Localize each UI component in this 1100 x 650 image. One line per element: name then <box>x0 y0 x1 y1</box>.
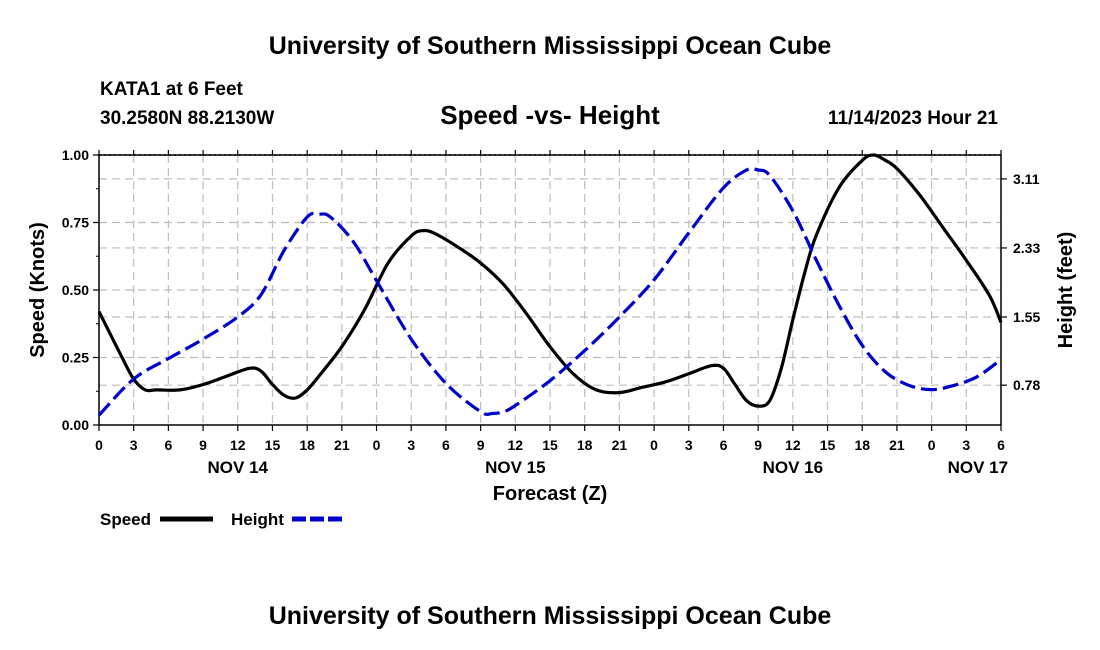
series-line-speed <box>97 153 1003 408</box>
x-tick-label: 9 <box>477 437 485 453</box>
x-tick-label: 6 <box>720 437 728 453</box>
x-tick-label: 12 <box>508 437 524 453</box>
y2-tick-label: 0.78 <box>1013 377 1040 393</box>
series-line-height <box>97 166 1002 417</box>
x-tick-label: 18 <box>299 437 315 453</box>
grid <box>99 155 1001 425</box>
legend-label-height: Height <box>231 510 284 529</box>
x-tick-label: 15 <box>265 437 281 453</box>
y-tick-label: 0.00 <box>62 417 89 433</box>
y2-tick-label: 2.33 <box>1013 240 1040 256</box>
legend-label-speed: Speed <box>100 510 151 529</box>
x-tick-label: 3 <box>407 437 415 453</box>
x-tick-label: 0 <box>373 437 381 453</box>
x-tick-label: 21 <box>889 437 905 453</box>
x-tick-label: 21 <box>334 437 350 453</box>
x-tick-label: 6 <box>442 437 450 453</box>
coordinates-label: 30.2580N 88.2130W <box>100 108 274 129</box>
y-tick-label: 0.75 <box>62 215 89 231</box>
x-tick-label: 9 <box>199 437 207 453</box>
x-day-label: NOV 16 <box>763 458 823 477</box>
x-tick-label: 12 <box>230 437 246 453</box>
x-tick-label: 3 <box>962 437 970 453</box>
x-tick-label: 15 <box>820 437 836 453</box>
legend: Speed Height <box>100 510 342 529</box>
x-axis-label: Forecast (Z) <box>493 483 607 505</box>
x-tick-label: 0 <box>650 437 658 453</box>
x-tick-label: 9 <box>754 437 762 453</box>
y-tick-label: 0.25 <box>62 350 89 366</box>
x-tick-label: 21 <box>612 437 628 453</box>
x-tick-label: 18 <box>854 437 870 453</box>
series-lines <box>97 153 1003 417</box>
x-tick-label: 15 <box>542 437 558 453</box>
x-tick-label: 3 <box>685 437 693 453</box>
x-tick-label: 6 <box>164 437 172 453</box>
x-tick-label: 12 <box>785 437 801 453</box>
chart-title: Speed -vs- Height <box>440 100 660 130</box>
datetime-label: 11/14/2023 Hour 21 <box>828 108 998 129</box>
footer-title: University of Southern Mississippi Ocean… <box>269 602 832 630</box>
x-day-label: NOV 15 <box>485 458 545 477</box>
x-tick-label: 18 <box>577 437 593 453</box>
page-title: University of Southern Mississippi Ocean… <box>269 32 832 60</box>
y-tick-label: 0.50 <box>62 282 89 298</box>
x-tick-label: 0 <box>95 437 103 453</box>
x-tick-label: 3 <box>130 437 138 453</box>
x-day-label: NOV 17 <box>948 458 1008 477</box>
y2-tick-label: 1.55 <box>1013 309 1040 325</box>
y2-axis-label: Height (feet) <box>1055 232 1077 349</box>
y-tick-label: 1.00 <box>62 147 89 163</box>
x-tick-label: 0 <box>928 437 936 453</box>
x-day-label: NOV 14 <box>208 458 269 477</box>
y-axis-label: Speed (Knots) <box>27 222 49 358</box>
y2-tick-label: 3.11 <box>1013 171 1040 187</box>
axis-ticks: 0 3 6 9 12 15 18 21 0 3 6 9 12 15 18 21 0 3 6 9 12 15 18 21 0 3 6 N… <box>62 147 1041 477</box>
station-label: KATA1 at 6 Feet <box>100 79 244 100</box>
x-tick-label: 6 <box>997 437 1005 453</box>
